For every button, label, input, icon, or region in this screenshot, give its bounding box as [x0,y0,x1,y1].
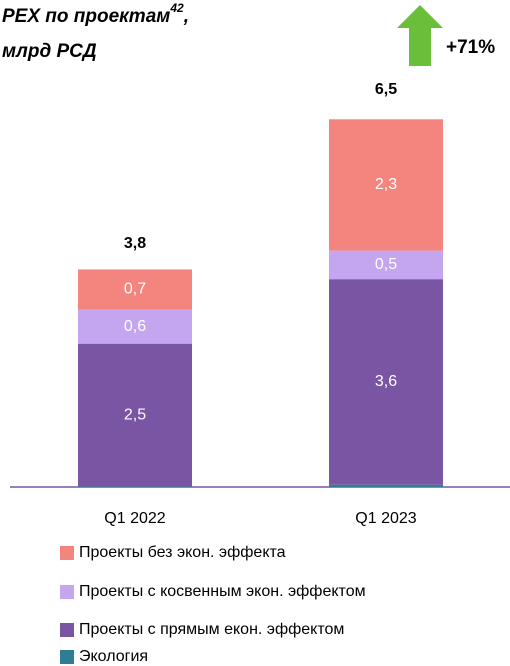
growth-arrow [397,5,443,66]
legend-label: Проекты с косвенным экон. эффектом [79,583,366,600]
bar-segment [329,279,443,485]
chart-title: PEX по проектам42, [2,1,189,27]
x-tick-label: Q1 2022 [104,510,165,527]
bar-segment [329,119,443,251]
x-tick-label: Q1 2023 [355,510,416,527]
bar-segment [329,250,443,280]
legend-swatch [60,650,74,664]
legend-swatch [60,546,74,560]
total-label: 3,8 [124,235,146,252]
segment-label: 0,7 [124,281,146,298]
segment-label: 3,6 [375,373,397,390]
title-text: PEX по проектам [2,6,170,27]
segment-label: 2,5 [124,406,146,423]
segment-label: 2,3 [375,176,397,193]
title-sup: 42 [169,1,184,15]
total-label: 6,5 [375,81,397,98]
chart-subtitle: млрд РСД [2,41,97,62]
bar-segment [329,484,443,487]
bar-segment [78,486,192,487]
legend-label: Экология [79,648,148,665]
title-comma: , [183,6,189,27]
annotation: +71% [446,37,495,58]
segment-label: 0,6 [124,318,146,335]
legend-swatch [60,585,74,599]
legend-label: Проекты с прямым екон. эффектом [79,621,344,638]
legend-swatch [60,623,74,637]
bar-segment [78,343,192,487]
legend-label: Проекты без экон. эффекта [79,544,286,561]
bar-segment [78,309,192,344]
bar-segment [78,269,192,310]
segment-label: 0,5 [375,256,397,273]
